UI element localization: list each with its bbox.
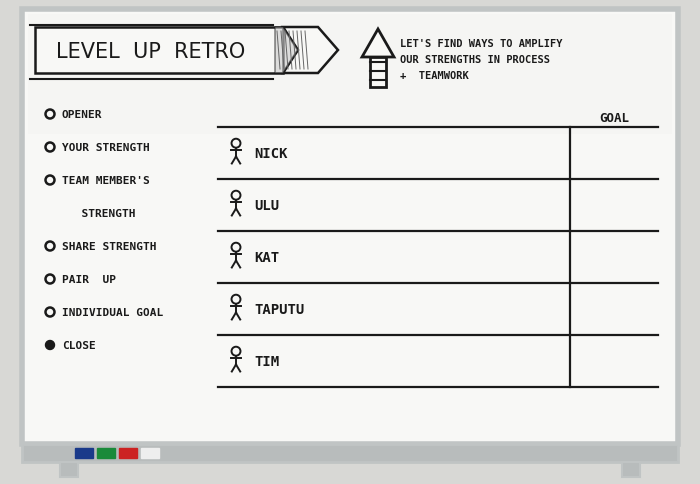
Text: KAT: KAT (254, 251, 279, 264)
Text: ULU: ULU (254, 198, 279, 212)
Text: TIM: TIM (254, 354, 279, 368)
Bar (370, 58, 386, 88)
Circle shape (46, 143, 55, 152)
Text: GOAL: GOAL (599, 111, 629, 124)
Bar (119, 448, 137, 458)
Polygon shape (283, 28, 338, 74)
Bar (60, 462, 78, 477)
Circle shape (232, 295, 241, 304)
Text: PAIR  UP: PAIR UP (62, 274, 116, 285)
Bar (141, 448, 159, 458)
Text: TEAM MEMBER'S: TEAM MEMBER'S (62, 176, 150, 186)
FancyBboxPatch shape (28, 15, 672, 439)
Bar (35, 28, 283, 74)
Text: LET'S FIND WAYS TO AMPLIFY: LET'S FIND WAYS TO AMPLIFY (400, 39, 563, 49)
Circle shape (232, 347, 241, 356)
Text: NICK: NICK (254, 147, 288, 161)
Circle shape (46, 275, 55, 284)
Bar (75, 448, 93, 458)
Text: STRENGTH: STRENGTH (68, 209, 136, 219)
Circle shape (46, 341, 55, 350)
Circle shape (232, 139, 241, 149)
Circle shape (46, 242, 55, 251)
Bar (622, 462, 640, 477)
Polygon shape (362, 30, 394, 58)
FancyBboxPatch shape (22, 10, 678, 444)
Bar (97, 448, 115, 458)
FancyBboxPatch shape (28, 15, 672, 135)
Text: SHARE STRENGTH: SHARE STRENGTH (62, 242, 157, 252)
Circle shape (232, 191, 241, 200)
Text: OPENER: OPENER (62, 110, 102, 120)
Bar (22, 444, 678, 462)
Text: INDIVIDUAL GOAL: INDIVIDUAL GOAL (62, 307, 163, 318)
Text: OUR STRENGTHS IN PROCESS: OUR STRENGTHS IN PROCESS (400, 55, 550, 65)
Circle shape (46, 176, 55, 185)
Text: TAPUTU: TAPUTU (254, 302, 304, 317)
Circle shape (46, 308, 55, 317)
Text: CLOSE: CLOSE (62, 340, 96, 350)
Circle shape (46, 110, 55, 119)
Text: +  TEAMWORK: + TEAMWORK (400, 71, 469, 81)
Circle shape (232, 243, 241, 252)
Text: YOUR STRENGTH: YOUR STRENGTH (62, 143, 150, 152)
Polygon shape (275, 28, 298, 74)
Text: LEVEL  UP  RETRO: LEVEL UP RETRO (57, 42, 246, 62)
